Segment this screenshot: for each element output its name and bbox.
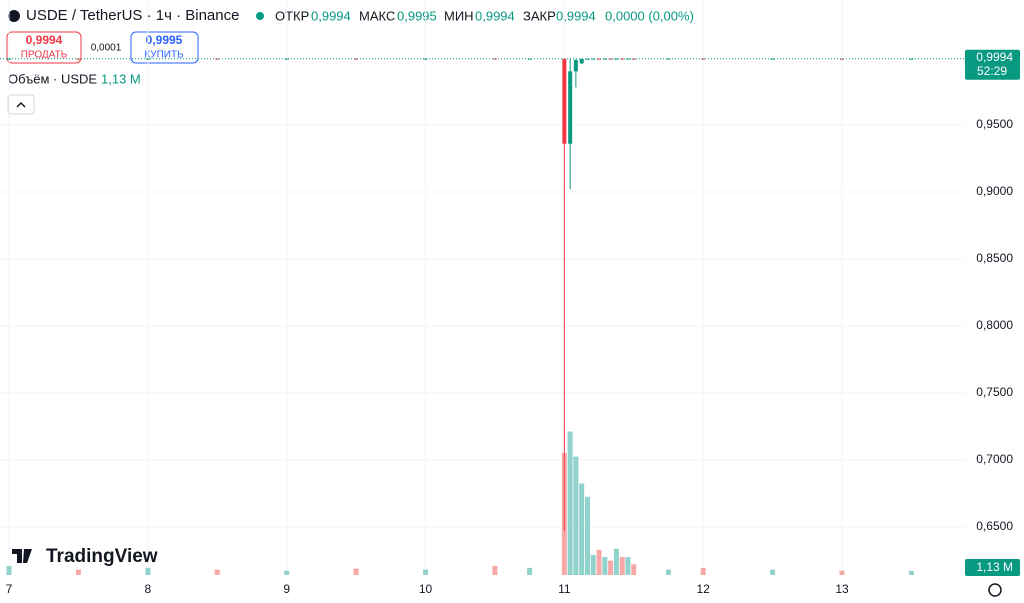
x-tick-label: 9: [283, 582, 290, 596]
volume-bar: [75, 569, 81, 575]
volume-bar: [567, 431, 573, 575]
candle-body: [839, 58, 844, 60]
candle-body: [666, 58, 671, 60]
last-price-label: 0,9994: [976, 50, 1013, 64]
plot-area: 7 8 9 10 11 12 13 0,6500 0,7000 0,7500 0,8000 0,850…: [0, 0, 1013, 596]
volume-bar: [579, 483, 585, 575]
candle-body: [215, 58, 220, 60]
candle-body: [423, 58, 428, 60]
volume-bar: [613, 548, 619, 575]
volume-bar: [6, 566, 12, 575]
x-tick-label: 11: [558, 582, 571, 596]
candle-body: [597, 58, 602, 60]
candle-body: [284, 58, 289, 60]
volume-title: Объём · USDE: [8, 71, 97, 86]
volume-tag-label: 1,13 M: [976, 560, 1013, 574]
ohlc-label: ЗАКР: [523, 8, 556, 23]
candle-body: [492, 58, 497, 60]
volume-bar: [700, 567, 706, 575]
x-tick-label: 10: [419, 582, 433, 596]
candle-body: [573, 59, 578, 72]
countdown: 52:29: [977, 64, 1007, 78]
ohlc-change: 0,0000 (0,00%): [605, 8, 694, 23]
brand-logo: [12, 549, 32, 563]
ohlc-label: МИН: [444, 8, 474, 23]
ohlc-label: МАКС: [359, 8, 395, 23]
collapse-icon: [16, 101, 26, 108]
symbol-title: USDE / TetherUS · 1ч · Binance: [26, 7, 239, 24]
status-dot: [256, 12, 264, 20]
volume-bar: [423, 569, 429, 575]
volume-bar: [665, 569, 671, 575]
volume-bar: [596, 549, 602, 575]
candle-body: [527, 58, 532, 60]
candle-body: [354, 58, 359, 60]
volume-bar: [619, 557, 625, 575]
volume-bar: [492, 566, 498, 575]
candle-body: [602, 58, 607, 60]
x-tick-label: 7: [6, 582, 13, 596]
volume-value: 1,13 M: [101, 71, 141, 86]
symbol-icon: [8, 10, 20, 22]
x-tick-label: 8: [145, 582, 152, 596]
candle-body: [909, 58, 914, 60]
y-tick-label: 0,9000: [976, 184, 1013, 198]
sell-button[interactable]: [6, 31, 82, 64]
volume-bar: [770, 569, 776, 575]
volume-bar: [602, 557, 608, 575]
y-tick-label: 0,8500: [976, 251, 1013, 265]
volume-bar: [631, 564, 637, 575]
volume-bar: [573, 456, 579, 575]
volume-bar: [585, 496, 591, 575]
volume-bar: [908, 570, 914, 575]
last-price-tag: [965, 49, 1020, 80]
volume-bar: [590, 554, 596, 575]
y-tick-label: 0,7000: [976, 452, 1013, 466]
brand: TradingView: [46, 546, 158, 567]
candle-body: [770, 58, 775, 60]
spread: 0,0001: [91, 43, 122, 54]
volume-bar: [625, 557, 631, 575]
volume-bar: [839, 570, 845, 575]
settings-button[interactable]: [988, 583, 1002, 597]
y-tick-label: 0,6500: [976, 519, 1013, 533]
ohlc-label: ОТКР: [275, 8, 309, 23]
x-tick-label: 13: [835, 582, 849, 596]
volume-bar: [145, 567, 151, 575]
volume-bar: [284, 570, 290, 575]
candle-body: [568, 71, 573, 144]
candle-body: [579, 59, 584, 64]
ohlc-value: 0,9995: [397, 8, 437, 23]
y-tick-label: 0,7500: [976, 385, 1013, 399]
ohlc-value: 0,9994: [556, 8, 596, 23]
volume-bar: [527, 567, 533, 575]
volume-bar: [353, 568, 359, 575]
candle-body: [701, 58, 706, 60]
ohlc-value: 0,9994: [475, 8, 515, 23]
buy-price: 0,9995: [146, 33, 183, 47]
buy-label: КУПИТЬ: [144, 50, 184, 61]
y-tick-label: 0,9500: [976, 117, 1013, 131]
candle-body: [614, 58, 619, 60]
candle-body: [608, 58, 613, 60]
candle-body: [585, 58, 590, 60]
collapse-button[interactable]: [7, 94, 35, 115]
sell-price: 0,9994: [26, 33, 63, 47]
volume-tag: [965, 559, 1020, 576]
volume-bar: [608, 560, 614, 575]
candle-body: [591, 58, 596, 60]
y-tick-label: 0,8000: [976, 318, 1013, 332]
candle-body: [620, 58, 625, 60]
volume-bar: [214, 569, 220, 575]
sell-label: ПРОДАТЬ: [21, 50, 68, 61]
candle-body: [562, 58, 567, 144]
ohlc-value: 0,9994: [311, 8, 351, 23]
x-tick-label: 12: [696, 582, 710, 596]
